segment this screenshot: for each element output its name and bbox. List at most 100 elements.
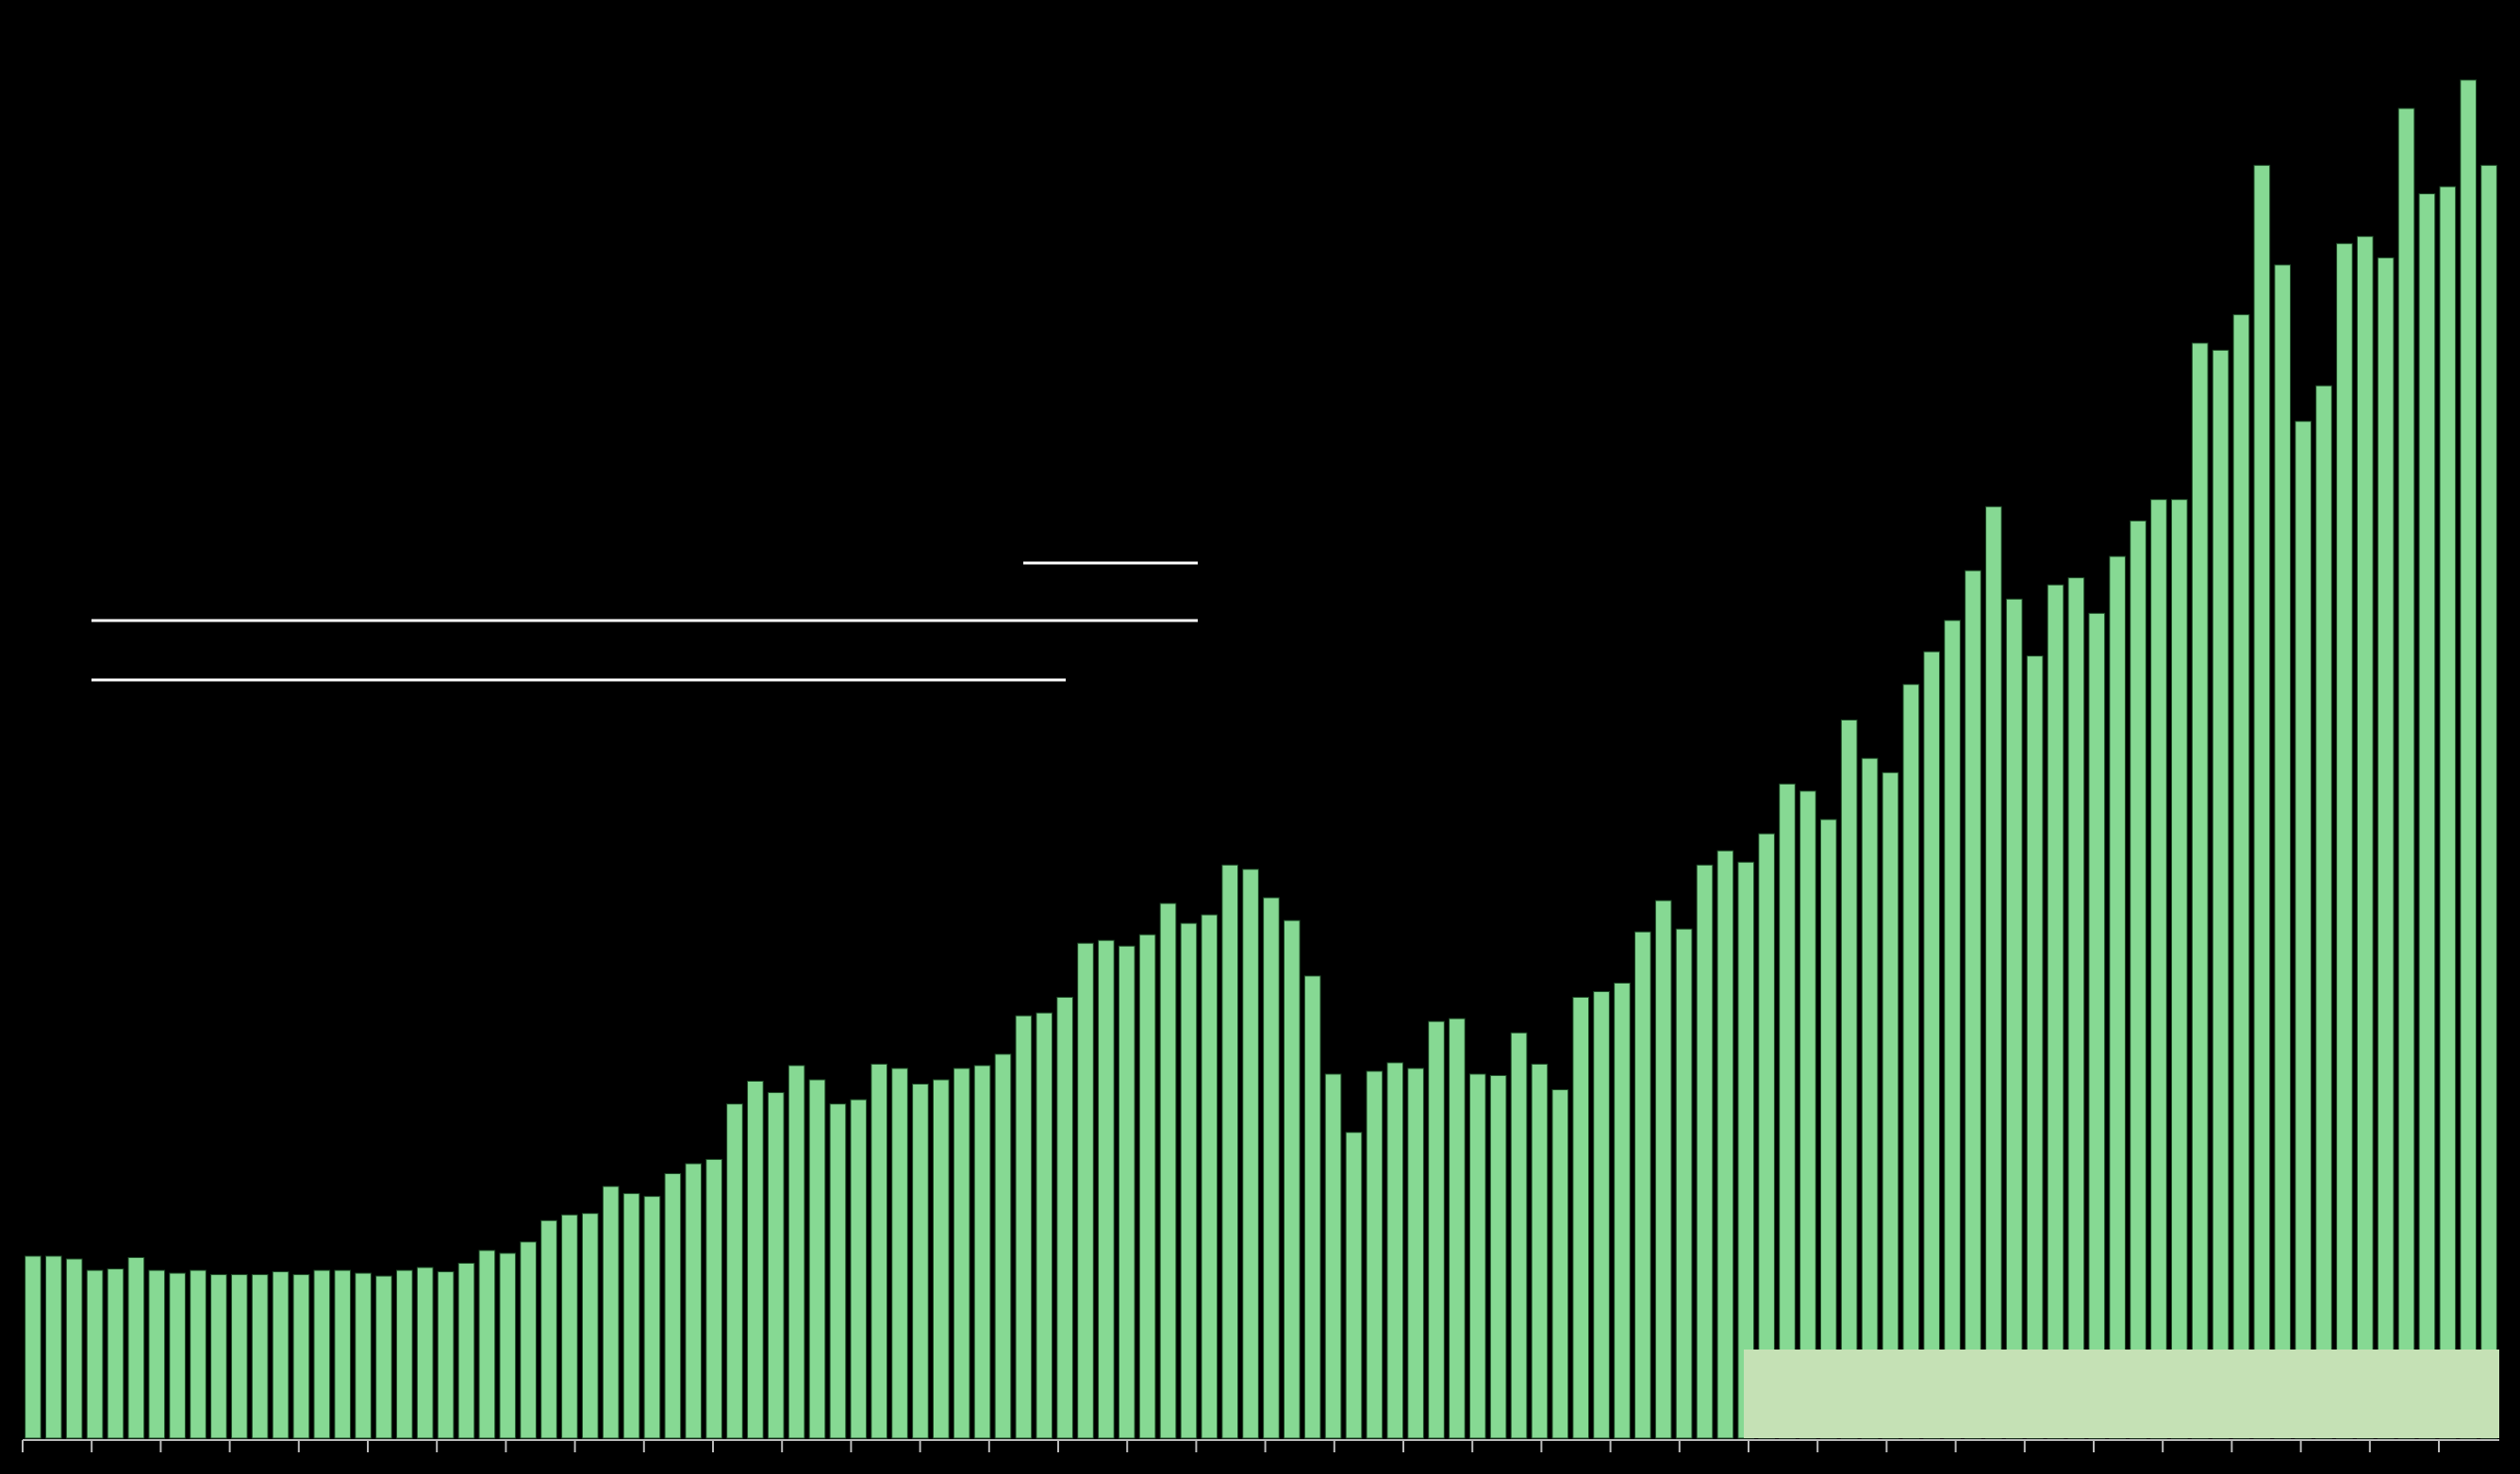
bar [127, 1256, 145, 1439]
bar [2170, 499, 2188, 1439]
bar [622, 1193, 640, 1439]
bar [581, 1213, 599, 1439]
bar [65, 1258, 83, 1439]
bar [2295, 421, 2312, 1439]
bar [561, 1214, 578, 1439]
bar [2397, 108, 2415, 1439]
bar [2418, 193, 2436, 1439]
bar [953, 1068, 970, 1439]
bar [2377, 257, 2395, 1439]
bar [1923, 651, 1941, 1439]
bar [1303, 975, 1321, 1439]
bar [169, 1272, 186, 1439]
bar [1985, 505, 2002, 1439]
range-selector[interactable] [1744, 1350, 2499, 1438]
bar [2232, 314, 2250, 1439]
bar [1221, 864, 1238, 1439]
bar [1654, 900, 1672, 1439]
bar [1263, 897, 1280, 1439]
bar [1015, 1015, 1033, 1439]
bar [1345, 1132, 1363, 1439]
bar [664, 1173, 682, 1439]
bar [2026, 655, 2044, 1439]
bar [1242, 869, 1259, 1439]
bar [1944, 620, 1961, 1439]
bar [850, 1099, 868, 1439]
bar [2356, 236, 2374, 1439]
bar [1180, 922, 1198, 1439]
bar [2253, 164, 2271, 1439]
bar [2047, 584, 2064, 1439]
bar [1056, 997, 1073, 1439]
bar [457, 1263, 475, 1439]
bar [375, 1275, 392, 1439]
bar [230, 1274, 248, 1439]
bar [1284, 919, 1301, 1439]
bar [1531, 1063, 1549, 1439]
bar [2150, 499, 2167, 1439]
bar [2109, 555, 2126, 1439]
bar [1366, 1070, 1384, 1439]
bar [86, 1269, 104, 1439]
bar [1428, 1020, 1445, 1439]
bar [705, 1158, 722, 1439]
bar [1758, 833, 1775, 1439]
bar [973, 1065, 991, 1439]
bar [1779, 783, 1796, 1439]
bar [1386, 1062, 1404, 1439]
bar [2439, 186, 2457, 1439]
bar [1840, 719, 1858, 1439]
bar [520, 1241, 537, 1439]
bar [1077, 942, 1094, 1439]
bar [2191, 342, 2209, 1439]
bar [1861, 757, 1879, 1439]
bar [2480, 164, 2497, 1439]
bar [1201, 914, 1219, 1439]
bar [251, 1274, 269, 1439]
bar [540, 1219, 557, 1439]
bar [355, 1272, 372, 1439]
bar [1468, 1073, 1486, 1439]
bar [2005, 598, 2023, 1439]
bar [2067, 577, 2085, 1439]
bar [808, 1079, 826, 1439]
bar [1036, 1012, 1053, 1439]
bar [2088, 612, 2106, 1439]
bar [994, 1053, 1012, 1439]
bar [1159, 903, 1177, 1439]
bar [2274, 264, 2292, 1439]
bar [2315, 385, 2332, 1439]
bar [313, 1269, 331, 1439]
bar [2460, 79, 2477, 1439]
bar [1614, 982, 1631, 1439]
bar [767, 1092, 785, 1439]
bar [747, 1080, 764, 1439]
bars [25, 79, 2497, 1439]
bar [1098, 939, 1115, 1439]
bar [870, 1063, 887, 1439]
bar [1489, 1074, 1507, 1439]
bar [788, 1065, 805, 1439]
bar [1716, 850, 1734, 1439]
bar [1799, 790, 1816, 1439]
bar [1965, 570, 1981, 1439]
bar [829, 1103, 847, 1439]
bar [2130, 520, 2147, 1439]
bar [190, 1269, 207, 1439]
bar [891, 1068, 908, 1439]
bar [1324, 1073, 1342, 1439]
bar [1819, 819, 1837, 1439]
bar [1696, 864, 1714, 1439]
bar [45, 1255, 62, 1439]
bar [478, 1250, 496, 1439]
bar [1675, 928, 1693, 1439]
bar [334, 1269, 352, 1439]
bar [292, 1274, 310, 1439]
bar [912, 1084, 929, 1439]
bar [932, 1079, 950, 1439]
bar [1138, 934, 1156, 1439]
x-axis-ticks [22, 1440, 2440, 1452]
bar [1902, 684, 1920, 1439]
bar [602, 1185, 620, 1439]
